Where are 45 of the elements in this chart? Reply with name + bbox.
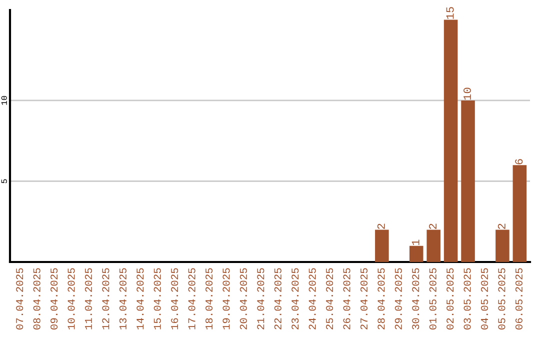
x-tick-label: 21.04.2025 — [257, 268, 264, 330]
bar — [444, 20, 458, 262]
x-tick-label: 22.04.2025 — [274, 268, 282, 330]
data-label: 10 — [463, 88, 471, 100]
x-tick-label: 01.05.2025 — [429, 268, 436, 330]
x-tick-label: 05.05.2025 — [498, 268, 506, 330]
data-label: 2 — [429, 224, 436, 229]
x-tick-label: 13.04.2025 — [119, 268, 126, 330]
x-tick-label: 06.05.2025 — [515, 268, 522, 330]
x-tick-label: 02.05.2025 — [446, 268, 454, 330]
x-tick-label: 18.04.2025 — [205, 268, 213, 330]
x-tick-label: 25.04.2025 — [326, 268, 334, 330]
x-tick-label: 12.04.2025 — [102, 268, 110, 330]
x-tick-label: 17.04.2025 — [188, 268, 196, 330]
x-tick-label: 27.04.2025 — [360, 268, 368, 330]
bar — [496, 230, 510, 262]
x-tick-label: 23.04.2025 — [292, 268, 299, 330]
bar — [461, 100, 475, 262]
x-tick-label: 20.04.2025 — [240, 268, 247, 330]
x-tick-label: 03.05.2025 — [464, 268, 471, 330]
x-tick-label: 28.04.2025 — [378, 268, 385, 330]
bar — [426, 230, 440, 262]
x-tick-label: 30.04.2025 — [412, 268, 420, 330]
x-tick-label: 07.04.2025 — [16, 268, 24, 330]
data-label: 2 — [498, 224, 506, 229]
bar — [512, 165, 527, 262]
y-tick-label: 5 — [1, 179, 7, 184]
bar — [409, 246, 424, 262]
x-tick-label: 10.04.2025 — [68, 268, 75, 330]
x-tick-label: 24.04.2025 — [308, 268, 316, 330]
bar — [375, 230, 389, 262]
x-tick-label: 16.04.2025 — [171, 268, 178, 330]
x-tick-label: 14.04.2025 — [136, 268, 144, 330]
x-tick-label: 19.04.2025 — [222, 268, 230, 330]
x-tick-label: 09.04.2025 — [50, 268, 58, 330]
data-label: 2 — [377, 224, 385, 229]
x-tick-label: 26.04.2025 — [343, 268, 350, 330]
data-label: 15 — [446, 7, 454, 19]
x-tick-label: 11.04.2025 — [84, 268, 92, 330]
x-tick-label: 15.04.2025 — [154, 268, 161, 330]
x-tick-label: 29.04.2025 — [394, 268, 402, 330]
data-label: 6 — [515, 159, 523, 164]
data-label: 1 — [412, 240, 420, 246]
x-tick-label: 08.04.2025 — [33, 268, 40, 330]
x-tick-label: 04.05.2025 — [480, 268, 488, 330]
